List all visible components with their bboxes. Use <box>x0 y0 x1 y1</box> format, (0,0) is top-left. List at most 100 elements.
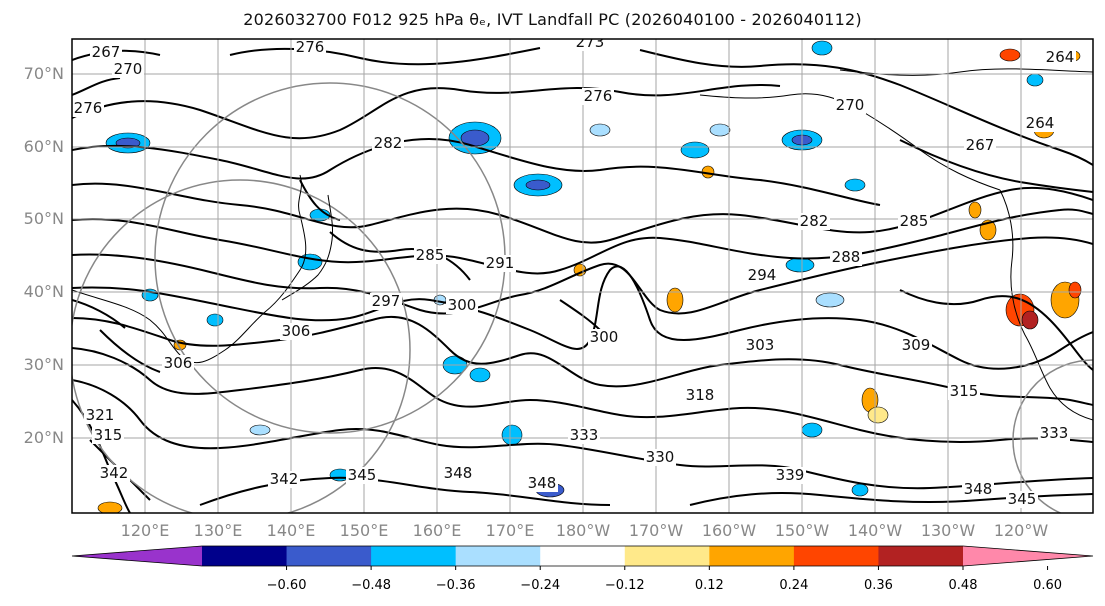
ivt-shaded-patch <box>666 287 684 313</box>
colorbar-segment <box>878 546 964 566</box>
colorbar-segment <box>793 546 879 566</box>
contour-label-background <box>90 44 122 61</box>
longitude-label: 140°E <box>266 521 316 540</box>
colorbar-segment <box>624 546 710 566</box>
contour-label-background <box>372 135 404 152</box>
contour-line <box>899 289 1093 371</box>
ivt-shaded-patch <box>844 178 866 192</box>
contour-label: 348 <box>528 474 557 492</box>
latitude-label: 60°N <box>23 137 64 156</box>
contour-label: 264 <box>1026 114 1055 132</box>
ivt-shaded-patch <box>709 123 731 137</box>
contour-label: 318 <box>686 386 715 404</box>
contour-label-background <box>370 293 402 310</box>
ivt-shaded-patch <box>785 257 815 273</box>
contour-label: 297 <box>372 292 401 310</box>
contour-label: 342 <box>100 464 129 482</box>
contour-label: 300 <box>448 296 477 314</box>
contour-label-background <box>112 61 144 78</box>
colorbar <box>71 545 1094 570</box>
ivt-shaded-patch <box>1068 281 1082 299</box>
contour-label-background <box>268 471 300 488</box>
ivt-shaded-patch <box>1021 310 1039 330</box>
contour-label: 309 <box>902 336 931 354</box>
contour-label: 276 <box>584 87 613 105</box>
contour-label: 333 <box>570 426 599 444</box>
contour-label-background <box>1006 491 1038 508</box>
contour-label: 270 <box>836 96 865 114</box>
contour-label: 342 <box>270 470 299 488</box>
contour-label: 294 <box>748 266 777 284</box>
contour-line <box>72 208 1093 275</box>
ivt-shaded-patch <box>1026 73 1044 87</box>
contour-label: 330 <box>646 448 675 466</box>
colorbar-tick-label: 0.60 <box>1033 578 1063 593</box>
contour-label-background <box>1044 49 1076 66</box>
contour-line <box>72 265 1093 370</box>
contour-label: 345 <box>1008 490 1037 508</box>
colorbar-tick-label: 0.24 <box>779 578 809 593</box>
ivt-shaded-patch <box>97 501 123 513</box>
longitude-label: 120°E <box>120 521 170 540</box>
ivt-shaded-patch <box>801 422 823 438</box>
ivt-shaded-patch <box>851 483 869 497</box>
latitude-label: 20°N <box>23 428 64 447</box>
contour-label-background <box>346 467 378 484</box>
contour-label-background <box>294 39 326 56</box>
contour-label-background <box>526 475 558 492</box>
colorbar-segment <box>709 546 795 566</box>
contour-line <box>72 379 1093 490</box>
contour-label-background <box>774 467 806 484</box>
ivt-shaded-patch <box>811 40 833 56</box>
contour-label-background <box>746 267 778 284</box>
contour-label-background <box>92 427 124 444</box>
contour-label-background <box>582 88 614 105</box>
colorbar-tick-label: −0.36 <box>435 578 476 593</box>
contour-label-background <box>644 449 676 466</box>
latitude-label: 50°N <box>23 209 64 228</box>
ivt-shaded-patch <box>206 313 224 327</box>
contour-line <box>72 84 781 140</box>
contour-label: 345 <box>348 466 377 484</box>
latitude-label: 40°N <box>23 282 64 301</box>
colorbar-tick-label: 0.36 <box>863 578 893 593</box>
contour-label-background <box>948 383 980 400</box>
contour-label-background <box>834 97 866 114</box>
figure-title: 2026032700 F012 925 hPa θₑ, IVT Landfall… <box>243 10 862 29</box>
longitude-label: 140°W <box>847 521 903 540</box>
longitude-label: 170°W <box>628 521 684 540</box>
ivt-shaded-patch <box>680 141 710 159</box>
longitude-label: 130°E <box>193 521 243 540</box>
contour-label: 339 <box>776 466 805 484</box>
colorbar-segment <box>371 546 457 566</box>
contour-label: 282 <box>374 134 403 152</box>
contour-label: 315 <box>94 426 123 444</box>
contour-label: 276 <box>296 38 325 56</box>
contour-label-background <box>442 465 474 482</box>
contour-label-background <box>744 337 776 354</box>
colorbar-tick-label: −0.24 <box>520 578 561 593</box>
contour-line <box>299 179 601 331</box>
colorbar-extend-max <box>963 546 1093 566</box>
colorbar-outline <box>71 545 1094 567</box>
ivt-shaded-patch <box>999 48 1021 62</box>
contour-label: 306 <box>164 354 193 372</box>
longitude-label: 160°E <box>412 521 462 540</box>
ivt-shaded-patch <box>589 123 611 137</box>
colorbar-extend-min <box>72 546 202 566</box>
ivt-shaded-patch <box>815 292 845 308</box>
contour-label-background <box>898 213 930 230</box>
ivt-shaded-patch <box>867 406 889 424</box>
ivt-shaded-patch <box>979 219 997 241</box>
contour-label: 288 <box>832 248 861 266</box>
longitude-label: 180°W <box>555 521 611 540</box>
contour-label-background <box>484 255 516 272</box>
colorbar-segment <box>286 546 372 566</box>
ivt-shaded-patch <box>525 179 551 191</box>
colorbar-tick-label: 0.12 <box>694 578 724 593</box>
contour-label: 291 <box>486 254 515 272</box>
contour-label: 285 <box>900 212 929 230</box>
ivt-shaded-patch <box>501 424 523 446</box>
coastline-japan <box>281 194 333 301</box>
